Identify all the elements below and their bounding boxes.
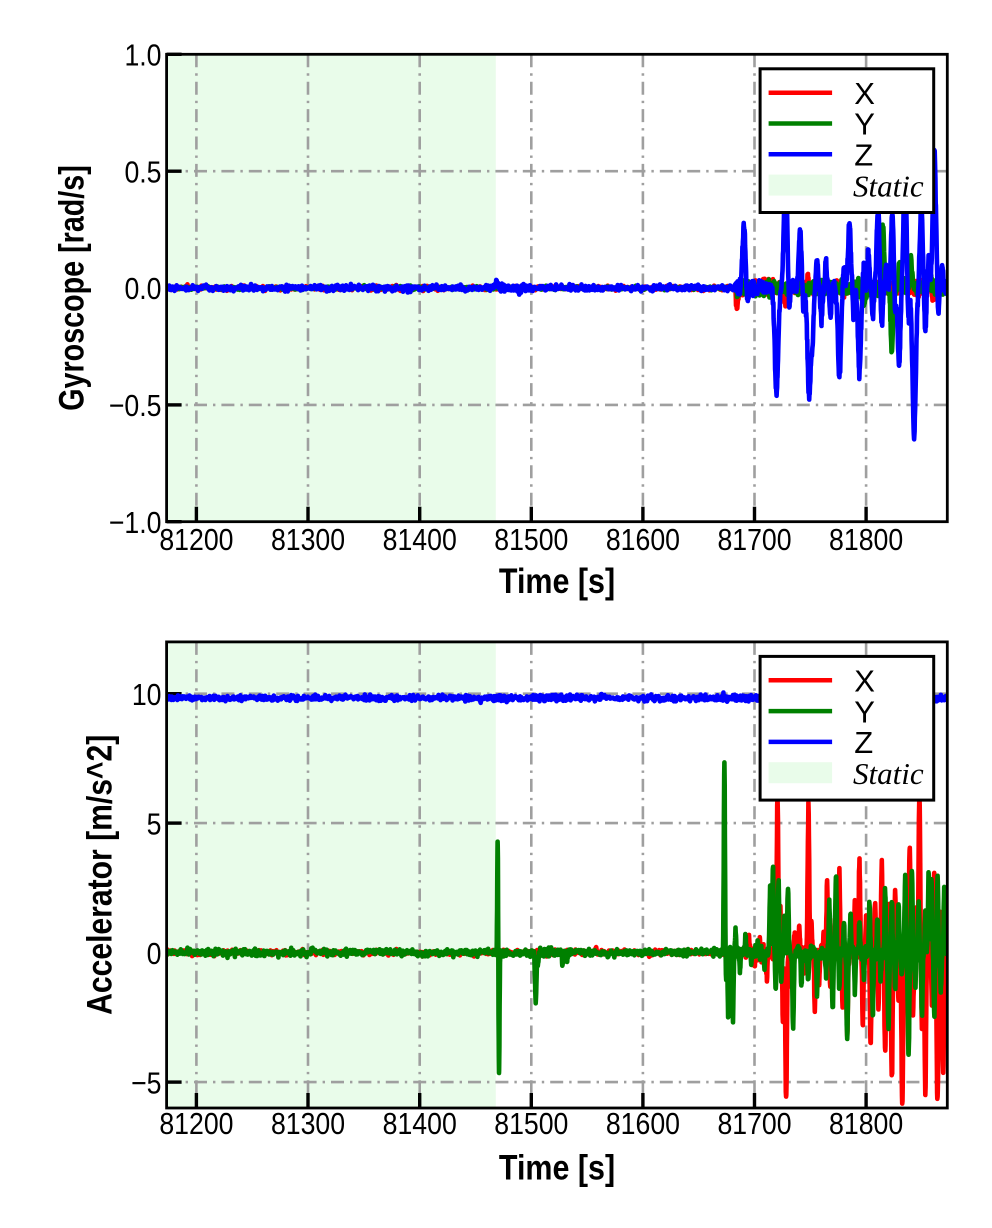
svg-text:81300: 81300 [271, 1107, 345, 1141]
svg-text:81300: 81300 [271, 523, 345, 557]
svg-text:81400: 81400 [383, 1107, 457, 1141]
svg-text:81500: 81500 [494, 523, 568, 557]
svg-text:Z: Z [854, 138, 873, 173]
svg-text:81200: 81200 [159, 523, 233, 557]
svg-text:10: 10 [132, 678, 162, 712]
svg-text:81200: 81200 [159, 1107, 233, 1141]
svg-text:81800: 81800 [829, 523, 903, 557]
svg-text:81800: 81800 [829, 1107, 903, 1141]
svg-text:Y: Y [854, 694, 875, 729]
svg-text:Static: Static [853, 168, 924, 203]
svg-text:Accelerator [m/s^2]: Accelerator [m/s^2] [79, 735, 119, 1015]
svg-text:−1.0: −1.0 [109, 506, 162, 540]
svg-text:−0.5: −0.5 [109, 389, 162, 423]
svg-text:Gyroscope [rad/s]: Gyroscope [rad/s] [52, 165, 91, 411]
svg-text:X: X [854, 76, 875, 111]
svg-text:81600: 81600 [606, 1107, 680, 1141]
svg-text:−5: −5 [131, 1066, 161, 1100]
svg-text:81700: 81700 [717, 1107, 791, 1141]
svg-text:Static: Static [853, 756, 924, 791]
svg-text:Z: Z [854, 725, 873, 760]
svg-text:5: 5 [147, 807, 162, 841]
svg-text:0.0: 0.0 [124, 272, 161, 306]
svg-text:Time [s]: Time [s] [499, 1147, 615, 1186]
svg-text:1.0: 1.0 [124, 39, 161, 73]
svg-text:81700: 81700 [717, 523, 791, 557]
svg-text:X: X [854, 664, 875, 699]
svg-text:81400: 81400 [383, 523, 457, 557]
svg-text:0: 0 [147, 937, 162, 971]
svg-text:0.5: 0.5 [124, 155, 161, 189]
svg-text:81600: 81600 [606, 523, 680, 557]
svg-text:81500: 81500 [494, 1107, 568, 1141]
svg-text:Time [s]: Time [s] [499, 561, 615, 600]
svg-text:Y: Y [854, 107, 875, 142]
